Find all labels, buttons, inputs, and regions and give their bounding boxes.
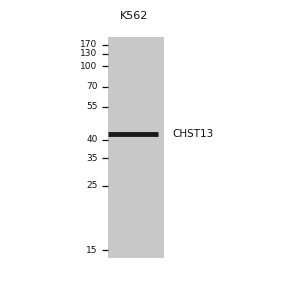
Text: 100: 100 — [80, 61, 98, 71]
Text: 40: 40 — [86, 135, 98, 144]
Text: 15: 15 — [86, 246, 98, 255]
Text: 55: 55 — [86, 102, 98, 111]
Text: 35: 35 — [86, 154, 98, 163]
Bar — [108, 37, 164, 258]
Text: 170: 170 — [80, 40, 98, 49]
Text: CHST13: CHST13 — [173, 129, 214, 138]
Text: 70: 70 — [86, 82, 98, 91]
Text: 25: 25 — [86, 181, 98, 190]
Text: K562: K562 — [120, 11, 149, 21]
Text: 130: 130 — [80, 49, 98, 58]
